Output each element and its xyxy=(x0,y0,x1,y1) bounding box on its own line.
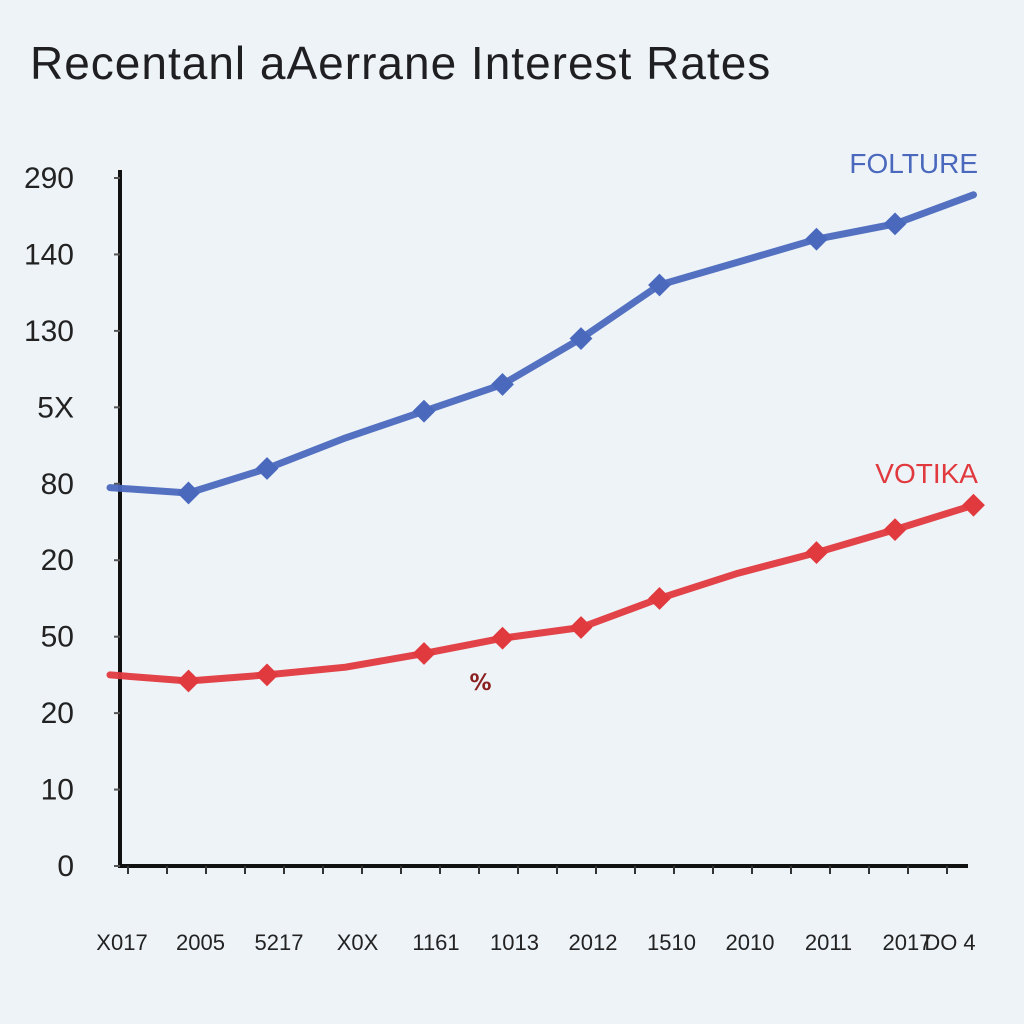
chart-series xyxy=(106,191,985,693)
series-label: FOLTURE xyxy=(849,148,978,179)
data-point-marker xyxy=(569,616,593,639)
x-tick-label: 2011 xyxy=(805,930,852,955)
data-point-marker xyxy=(255,663,279,687)
y-tick-label: 20 xyxy=(41,544,74,577)
data-point-marker xyxy=(491,372,514,396)
data-point-marker xyxy=(412,399,436,423)
x-tick-label: X017 xyxy=(96,930,147,955)
x-tick-label: 1161 xyxy=(412,930,459,955)
y-tick-label: 140 xyxy=(24,238,74,271)
x-tick-label: X0X xyxy=(337,930,379,955)
x-tick-label: 5217 xyxy=(255,930,304,955)
series-line xyxy=(106,191,977,497)
data-point-marker xyxy=(412,642,436,665)
x-tick-label: 1510 xyxy=(647,930,696,955)
y-tick-label: 0 xyxy=(57,850,74,883)
x-tick-label: 1013 xyxy=(490,930,539,955)
data-point-marker xyxy=(255,457,279,480)
data-point-marker xyxy=(805,227,828,251)
data-point-marker xyxy=(648,587,671,610)
chart-labels: FOLTURE VOTIKA% xyxy=(470,148,979,696)
data-point-marker xyxy=(491,626,514,650)
y-tick-label: 10 xyxy=(41,774,74,807)
chart-annotation: % xyxy=(470,671,492,696)
chart-title: Recentanl aAerrane Interest Rates xyxy=(30,37,772,89)
data-point-marker xyxy=(569,327,593,350)
data-point-marker xyxy=(883,212,907,236)
x-tick-label: 2017 xyxy=(883,930,932,955)
y-tick-label: 130 xyxy=(24,315,74,348)
axis-ticks: 0 10 20 50 20 80 5X 130 140 290 X017 2005 5217 X0X 116… xyxy=(24,162,976,955)
y-tick-label: 80 xyxy=(41,468,74,501)
series-label: VOTIKA xyxy=(875,458,978,489)
x-tick-label: DO 4 xyxy=(924,930,975,955)
data-point-marker xyxy=(805,541,828,564)
data-point-marker xyxy=(177,669,200,693)
x-tick-label: 2005 xyxy=(176,930,225,955)
y-tick-label: 50 xyxy=(41,621,74,654)
x-tick-label: 2012 xyxy=(569,930,618,955)
y-tick-label: 20 xyxy=(41,697,74,730)
data-point-marker xyxy=(177,481,200,505)
data-point-marker xyxy=(883,518,907,542)
y-tick-label: 5X xyxy=(37,391,74,424)
data-point-marker xyxy=(648,273,671,297)
data-point-marker xyxy=(962,493,985,517)
x-tick-label: 2010 xyxy=(726,930,775,955)
chart-axes xyxy=(118,170,968,868)
series-line xyxy=(106,501,977,685)
y-tick-label: 290 xyxy=(24,162,74,195)
